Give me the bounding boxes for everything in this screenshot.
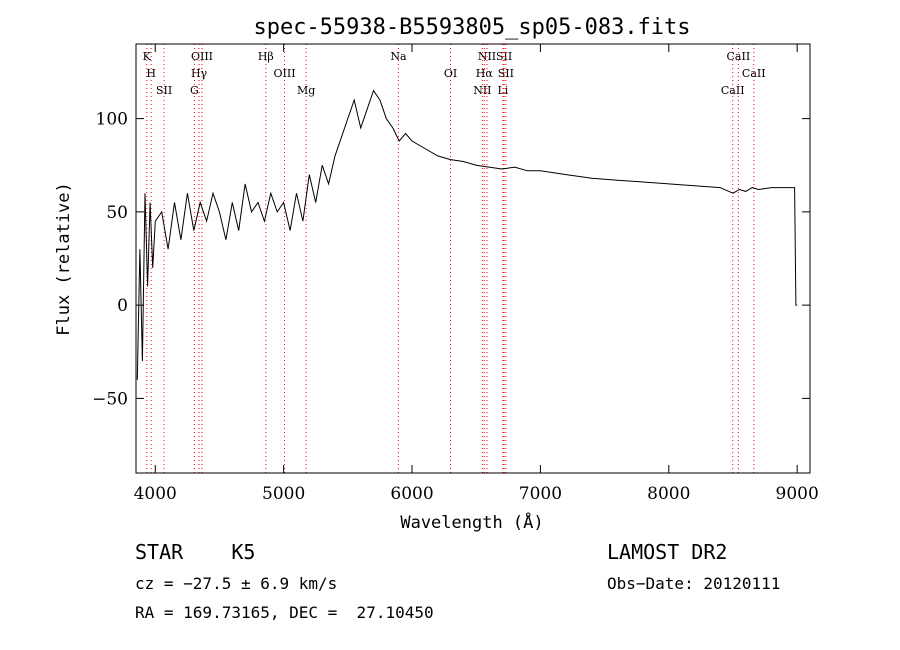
line-markers-group: KHSIIOIIIHγGHβOIIIMgNaOINIINIIHαLiSIISII… [143, 44, 766, 473]
line-marker-label: Hβ [258, 50, 274, 63]
object-class: STAR K5 [135, 540, 256, 564]
plot-frame [135, 43, 811, 474]
survey-name: LAMOST DR2 [607, 540, 728, 564]
line-marker-label: K [143, 50, 152, 63]
line-marker-label: CaII [742, 67, 766, 80]
line-marker-label: SII [498, 67, 514, 80]
observation-date: Obs−Date: 20120111 [607, 574, 781, 593]
line-marker-label: Li [497, 84, 508, 97]
line-marker-label: SII [156, 84, 172, 97]
line-marker-label: G [190, 84, 199, 97]
line-marker-label: CaII [727, 50, 751, 63]
line-marker-label: H [146, 67, 156, 80]
line-marker-label: Hγ [191, 67, 208, 80]
line-marker-label: Na [390, 50, 407, 63]
y-tick-label: −50 [92, 389, 128, 409]
y-tick-label: 50 [106, 203, 128, 223]
x-tick-label: 7000 [519, 484, 562, 504]
x-tick-label: 8000 [647, 484, 690, 504]
line-marker-label: OIII [191, 50, 213, 63]
line-marker-label: CaII [721, 84, 745, 97]
line-marker-label: NII [473, 84, 491, 97]
redshift-velocity: cz = −27.5 ± 6.9 km/s [135, 574, 338, 593]
x-tick-label: 9000 [776, 484, 819, 504]
line-marker-label: SII [496, 50, 512, 63]
y-axis-label: Flux (relative) [54, 182, 74, 336]
x-tick-label: 5000 [262, 484, 305, 504]
line-marker-label: Mg [297, 84, 315, 97]
line-marker-label: NII [478, 50, 496, 63]
y-tick-label: 0 [117, 296, 128, 316]
x-axis-label: Wavelength (Å) [400, 511, 543, 533]
spectrum-line [136, 89, 798, 380]
ra-dec-coordinates: RA = 169.73165, DEC = 27.10450 [135, 603, 434, 622]
line-marker-label: OIII [274, 67, 296, 80]
x-tick-label: 4000 [134, 484, 177, 504]
line-marker-label: OI [444, 67, 457, 80]
x-tick-label: 6000 [390, 484, 433, 504]
line-marker-label: Hα [476, 67, 494, 80]
y-tick-label: 100 [96, 110, 128, 130]
chart-title: spec-55938-B5593805_sp05-083.fits [253, 15, 690, 40]
axis-ticks-group: 4000 5000 6000 7000 8000 9000 −50 0 50 100 [92, 44, 819, 504]
